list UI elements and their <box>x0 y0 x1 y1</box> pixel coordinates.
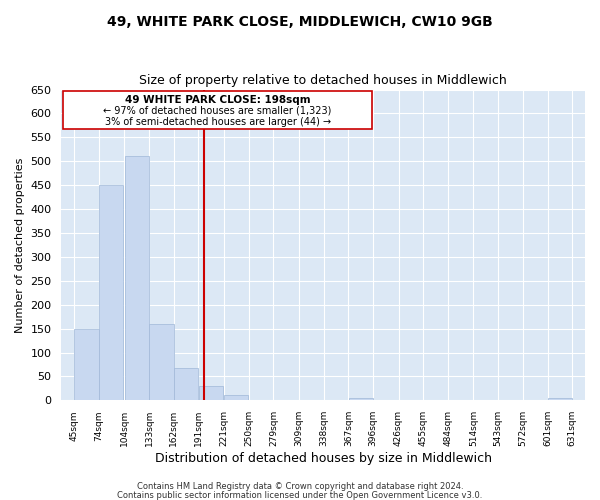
Title: Size of property relative to detached houses in Middlewich: Size of property relative to detached ho… <box>139 74 507 87</box>
Y-axis label: Number of detached properties: Number of detached properties <box>15 158 25 332</box>
Bar <box>125 156 149 400</box>
Text: 49, WHITE PARK CLOSE, MIDDLEWICH, CW10 9GB: 49, WHITE PARK CLOSE, MIDDLEWICH, CW10 9… <box>107 15 493 29</box>
Text: Contains HM Land Registry data © Crown copyright and database right 2024.: Contains HM Land Registry data © Crown c… <box>137 482 463 491</box>
Bar <box>548 398 572 400</box>
Text: Contains public sector information licensed under the Open Government Licence v3: Contains public sector information licen… <box>118 490 482 500</box>
Text: 49 WHITE PARK CLOSE: 198sqm: 49 WHITE PARK CLOSE: 198sqm <box>125 95 310 105</box>
FancyBboxPatch shape <box>63 91 372 129</box>
Bar <box>74 328 98 400</box>
Bar <box>99 185 124 400</box>
Bar <box>174 368 198 400</box>
Text: 3% of semi-detached houses are larger (44) →: 3% of semi-detached houses are larger (4… <box>104 116 331 126</box>
Bar <box>149 324 173 400</box>
Bar <box>224 394 248 400</box>
Text: ← 97% of detached houses are smaller (1,323): ← 97% of detached houses are smaller (1,… <box>103 106 332 116</box>
X-axis label: Distribution of detached houses by size in Middlewich: Distribution of detached houses by size … <box>155 452 492 465</box>
Bar <box>349 398 373 400</box>
Bar <box>199 386 223 400</box>
